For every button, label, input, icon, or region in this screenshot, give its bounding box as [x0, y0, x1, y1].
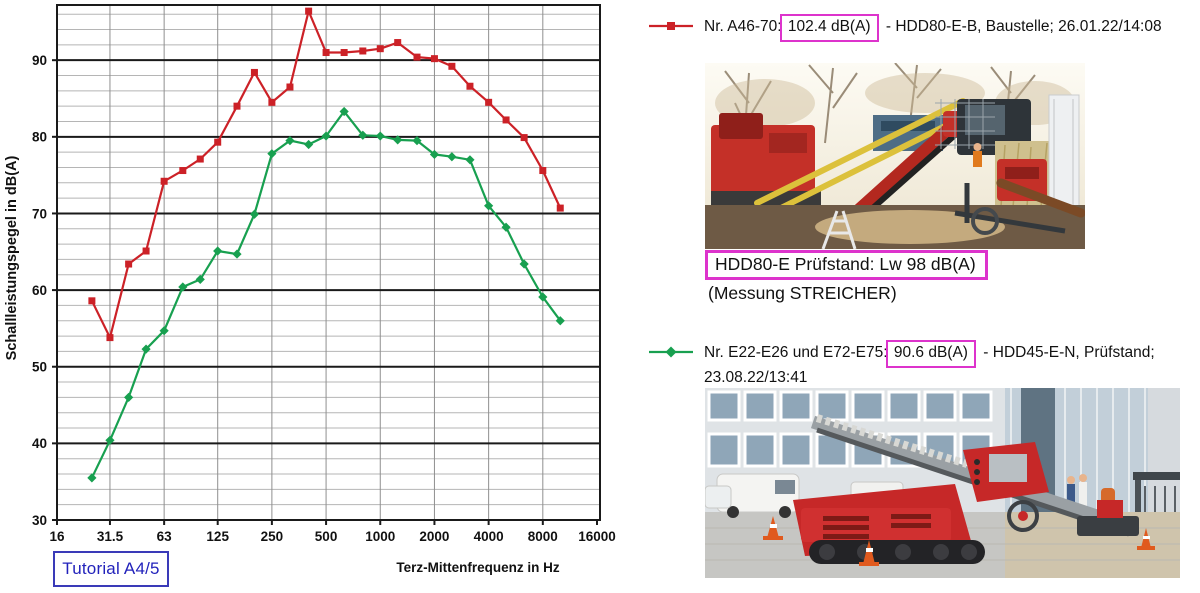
svg-text:80: 80	[32, 130, 47, 145]
tutorial-badge-label: Tutorial A4/5	[62, 559, 160, 578]
svg-text:16: 16	[49, 529, 65, 544]
legend-red-level-highlight: 102.4 dB(A)	[779, 14, 879, 42]
svg-text:40: 40	[32, 436, 47, 451]
legend-green-post: - HDD45-E-N, Prüfstand;	[983, 344, 1155, 361]
photo1-caption-text: HDD80-E Prüfstand: Lw 98 dB(A)	[715, 254, 976, 274]
legend-green-line2: 23.08.22/13:41	[704, 368, 808, 386]
svg-text:30: 30	[32, 513, 47, 528]
svg-text:2000: 2000	[419, 529, 449, 544]
svg-text:125: 125	[206, 529, 229, 544]
svg-text:60: 60	[32, 283, 47, 298]
photo1-caption-highlight: HDD80-E Prüfstand: Lw 98 dB(A)	[705, 250, 988, 280]
legend-green-pre: Nr. E22-E26 und E72-E75:	[704, 344, 888, 361]
rig-body	[793, 442, 1049, 556]
svg-text:250: 250	[261, 529, 284, 544]
photo-hdd45-test-yard	[705, 388, 1180, 578]
pipe-clamp-unit	[996, 159, 1085, 218]
svg-text:63: 63	[157, 529, 173, 544]
x-axis-title: Terz-Mittenfrequenz in Hz	[396, 560, 559, 575]
legend-green-level-highlight: 90.6 dB(A)	[885, 340, 976, 368]
y-axis-title: Schallleistungspegel in dB(A)	[4, 156, 20, 361]
photo1-caption-sub: (Messung STREICHER)	[708, 283, 897, 303]
mesh-fence	[935, 99, 995, 149]
svg-text:50: 50	[32, 360, 47, 375]
legend-series-green: Nr. E22-E26 und E72-E75: 90.6 dB(A) - HD…	[648, 340, 1200, 389]
worker-figure	[973, 143, 982, 167]
legend-red-text: Nr. A46-70: 102.4 dB(A) - HDD80-E-B, Bau…	[704, 14, 1162, 42]
legend-series-red: Nr. A46-70: 102.4 dB(A) - HDD80-E-B, Bau…	[648, 14, 1162, 42]
gravel-patch	[815, 210, 1005, 244]
svg-text:70: 70	[32, 206, 47, 221]
legend-green-text: Nr. E22-E26 und E72-E75: 90.6 dB(A) - HD…	[704, 340, 1200, 389]
svg-text:4000: 4000	[474, 529, 504, 544]
svg-text:31.5: 31.5	[97, 529, 124, 544]
svg-text:90: 90	[32, 53, 47, 68]
tutorial-badge: Tutorial A4/5	[53, 551, 169, 587]
legend-red-post: - HDD80-E-B, Baustelle; 26.01.22/14:08	[885, 18, 1162, 35]
frequency-spectrum-chart: 16 31.5 63 125 250 500 1000 2000 4000 8000 16000 30…	[4, 4, 616, 575]
white-van	[716, 473, 800, 518]
traffic-cones	[763, 516, 1155, 566]
white-car	[705, 485, 732, 509]
svg-text:1000: 1000	[365, 529, 395, 544]
legend-red-pre: Nr. A46-70:	[704, 18, 782, 35]
svg-text:16000: 16000	[578, 529, 616, 544]
crawler-tracks	[809, 500, 1039, 564]
green-series-marker-icon	[649, 346, 693, 358]
photo-hdd80-construction-site	[705, 63, 1085, 249]
yellow-drill-rods	[754, 98, 974, 216]
people-figures	[1067, 474, 1087, 508]
bike-shelter	[1133, 472, 1180, 512]
red-series-marker-icon	[649, 22, 693, 30]
svg-text:500: 500	[315, 529, 338, 544]
svg-text:8000: 8000	[528, 529, 558, 544]
step-ladder	[821, 210, 857, 249]
